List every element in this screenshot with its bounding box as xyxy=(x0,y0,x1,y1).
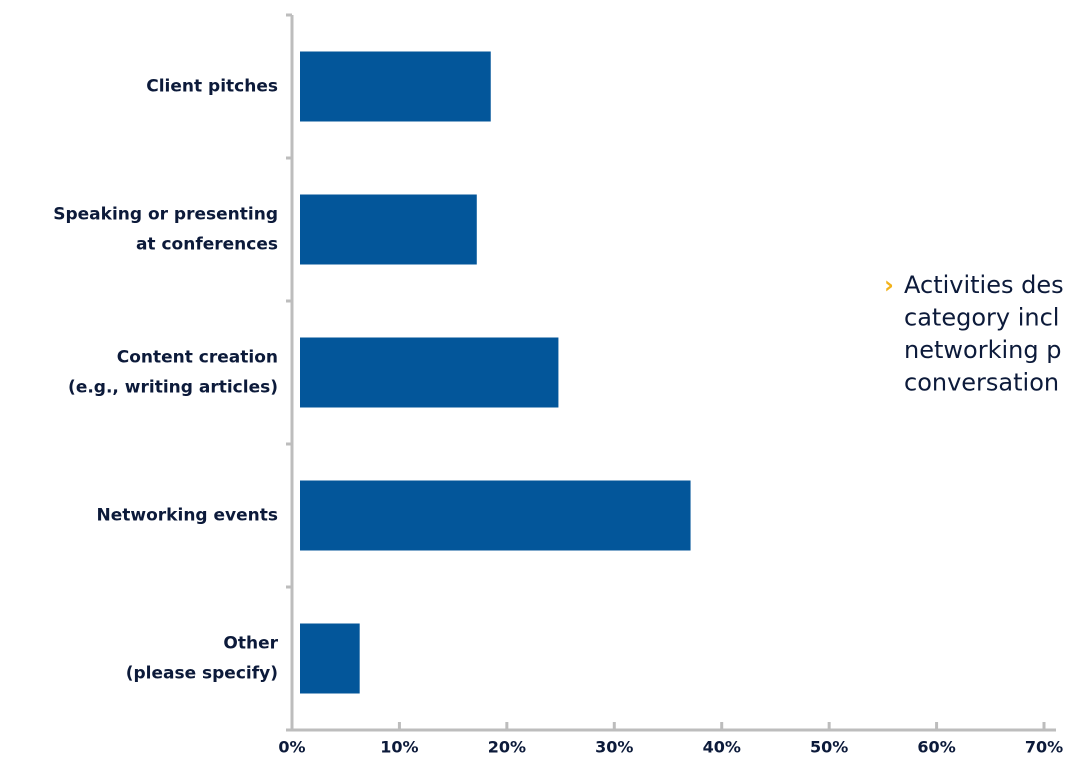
annotation-line: category incl xyxy=(904,304,1059,332)
bar xyxy=(300,623,360,694)
annotation-line: networking p xyxy=(904,336,1061,364)
category-label: (e.g., writing articles) xyxy=(68,378,278,398)
category-label: at conferences xyxy=(136,235,278,255)
x-tick-label: 40% xyxy=(703,738,741,757)
bar xyxy=(300,480,691,551)
x-tick-label: 0% xyxy=(278,738,305,757)
category-label: Content creation xyxy=(117,348,278,368)
category-label: Networking events xyxy=(97,506,278,526)
bar xyxy=(300,51,491,122)
x-tick-label: 30% xyxy=(595,738,633,757)
x-tick-label: 60% xyxy=(917,738,955,757)
x-tick-label: 70% xyxy=(1025,738,1063,757)
category-label: Client pitches xyxy=(146,77,278,97)
category-label: (please specify) xyxy=(126,664,278,684)
x-tick-label: 50% xyxy=(810,738,848,757)
x-tick-label: 10% xyxy=(380,738,418,757)
x-tick-label: 20% xyxy=(488,738,526,757)
bar xyxy=(300,337,559,408)
bar xyxy=(300,194,477,265)
annotation-line: Activities des xyxy=(904,271,1064,299)
annotation-marker: › xyxy=(884,271,894,299)
category-label: Speaking or presenting xyxy=(53,205,278,225)
annotation-line: conversation xyxy=(904,369,1059,397)
category-label: Other xyxy=(223,634,278,654)
